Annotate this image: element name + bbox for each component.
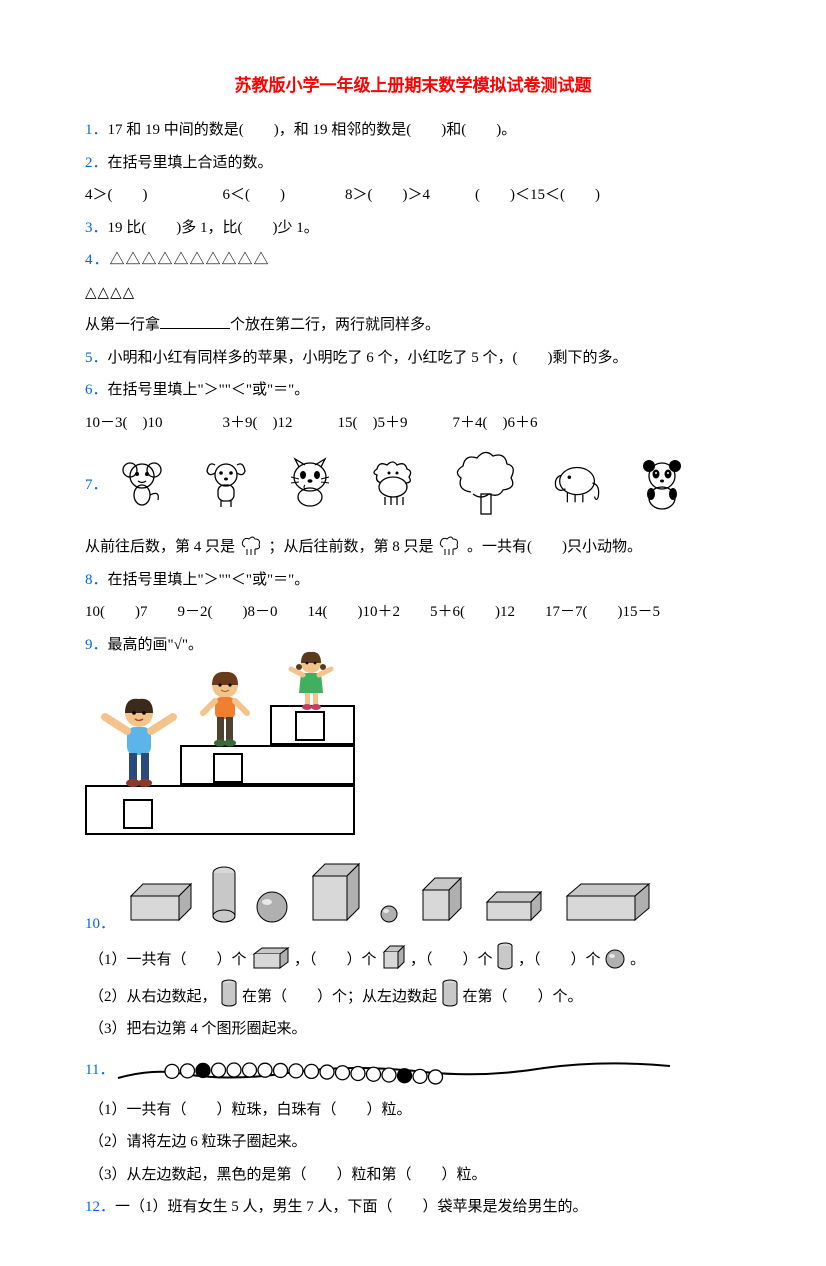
q3-text: 19 比( )多 1，比( )少 1。: [108, 220, 319, 236]
q10-sub1-c: ，（ ）个: [410, 952, 493, 968]
inline-cylinder-icon-3: [441, 979, 459, 1007]
q10-sub1-e: 。: [630, 952, 645, 968]
question-5: 5．小明和小红有同样多的苹果，小明吃了 6 个，小红吃了 5 个，( )剩下的多…: [85, 344, 741, 373]
question-11: 11．: [85, 1048, 741, 1092]
q12-number: 12．: [85, 1199, 115, 1215]
q1-number: 1．: [85, 122, 108, 138]
inline-cube-icon: [380, 944, 406, 970]
question-8: 8．在括号里填上"＞""＜"或"＝"。: [85, 566, 741, 595]
q2-row: 4＞( ) 6＜( ) 8＞( )＞4 ( )＜15＜( ): [85, 181, 741, 210]
q11-number: 11．: [85, 1056, 114, 1085]
animals-row: [114, 447, 690, 519]
q4-number: 4．: [85, 252, 110, 268]
dog-icon: [198, 455, 254, 511]
small-sheep-icon-2: [437, 535, 463, 557]
question-12: 12．一（1）班有女生 5 人，男生 7 人，下面（ ）袋苹果是发给男生的。: [85, 1193, 741, 1222]
question-1: 1．17 和 19 中间的数是( )，和 19 相邻的数是( )和( )。: [85, 116, 741, 145]
q10-shapes-row: [123, 862, 651, 924]
q6-number: 6．: [85, 382, 108, 398]
q5-number: 5．: [85, 350, 108, 366]
inline-cylinder-icon: [496, 942, 514, 970]
page-title: 苏教版小学一年级上册期末数学模拟试卷测试题: [85, 70, 741, 102]
cylinder-icon: [211, 866, 237, 924]
q2-number: 2．: [85, 155, 108, 171]
q7-text-a: 从前往后数，第 4 只是: [85, 539, 235, 555]
kid-2: [193, 669, 257, 760]
q4-row1: △△△△△△△△△△: [110, 252, 270, 268]
sheep-icon: [366, 455, 422, 511]
q11-sub2: （2）请将左边 6 粒珠子圈起来。: [89, 1128, 741, 1157]
q8-number: 8．: [85, 572, 108, 588]
panda-icon: [634, 455, 690, 511]
q4-row2: △△△△: [85, 279, 741, 308]
q10-sub1-a: （1）一共有（ ）个: [89, 952, 247, 968]
beads-string-icon: [114, 1048, 674, 1092]
q11-sub1: （1）一共有（ ）粒珠，白珠有（ ）粒。: [89, 1096, 741, 1125]
cube-icon: [417, 876, 463, 924]
q12-text: 一（1）班有女生 5 人，男生 7 人，下面（ ）袋苹果是发给男生的。: [115, 1199, 588, 1215]
q10-sub3: （3）把右边第 4 个图形圈起来。: [89, 1015, 741, 1044]
kid-3: [283, 649, 339, 722]
q5-text: 小明和小红有同样多的苹果，小明吃了 6 个，小红吃了 5 个，( )剩下的多。: [108, 350, 628, 366]
q11-sub3: （3）从左边数起，黑色的是第（ ）粒和第（ ）粒。: [89, 1161, 741, 1190]
question-10: 10．: [85, 854, 741, 938]
q7-text-c: 。一共有( )只小动物。: [467, 539, 642, 555]
small-sphere-icon: [379, 904, 399, 924]
q8-row: 10( )7 9－2( )8－0 14( )10＋2 5＋6( )12 17－7…: [85, 598, 741, 627]
q10-sub2-c: 在第（ ）个。: [463, 989, 583, 1005]
q10-sub1-b: ，（ ）个: [294, 952, 377, 968]
q10-sub1: （1）一共有（ ）个 ，（ ）个 ，（ ）个 ，（ ）个 。: [89, 942, 741, 975]
q1-text: 17 和 19 中间的数是( )，和 19 相邻的数是( )和( )。: [108, 122, 517, 138]
q4-line-b: 个放在第二行，两行就同样多。: [230, 317, 440, 333]
inline-cylinder-icon-2: [220, 979, 238, 1007]
small-sheep-icon: [239, 535, 265, 557]
elephant-icon: [550, 455, 606, 511]
q4-line: 从第一行拿 个放在第二行，两行就同样多。: [85, 311, 741, 340]
q7-number: 7．: [85, 471, 108, 500]
q2-text: 在括号里填上合适的数。: [108, 155, 273, 171]
q10-sub2: （2）从右边数起， 在第（ ）个；从左边数起 在第（ ）个。: [89, 979, 741, 1012]
q9-text: 最高的画"√"。: [108, 637, 203, 653]
check-box-1[interactable]: [123, 799, 153, 829]
sphere-icon: [255, 890, 289, 924]
q4-line-a: 从第一行拿: [85, 317, 160, 333]
question-3: 3．19 比( )多 1，比( )少 1。: [85, 214, 741, 243]
q10-number: 10．: [85, 910, 115, 939]
question-7: 7．: [85, 441, 741, 529]
cuboid-tall-icon: [307, 862, 361, 924]
q7-text: 从前往后数，第 4 只是 ；从后往前数，第 8 只是 。一共有( )只小动物。: [85, 533, 741, 562]
q10-sub2-b: 在第（ ）个；从左边数起: [242, 989, 437, 1005]
q7-text-b: ；从后往前数，第 8 只是: [269, 539, 434, 555]
question-9: 9．最高的画"√"。: [85, 631, 741, 660]
q8-text: 在括号里填上"＞""＜"或"＝"。: [108, 572, 310, 588]
q3-number: 3．: [85, 220, 108, 236]
cat-icon: [282, 455, 338, 511]
question-4: 4．△△△△△△△△△△: [85, 246, 741, 275]
long-cuboid-icon: [481, 890, 543, 924]
kid-1: [99, 695, 179, 801]
cuboid-icon: [123, 880, 193, 924]
q10-sub1-d: ，（ ）个: [518, 952, 601, 968]
q6-row: 10－3( )10 3＋9( )12 15( )5＋9 7＋4( )6＋6: [85, 409, 741, 438]
long-cuboid-icon-2: [561, 882, 651, 924]
inline-sphere-icon: [604, 948, 626, 970]
question-2: 2．在括号里填上合适的数。: [85, 149, 741, 178]
question-6: 6．在括号里填上"＞""＜"或"＝"。: [85, 376, 741, 405]
q10-sub2-a: （2）从右边数起，: [89, 989, 217, 1005]
inline-cuboid-icon: [250, 946, 290, 970]
tree-icon: [450, 447, 522, 519]
q6-text: 在括号里填上"＞""＜"或"＝"。: [108, 382, 310, 398]
q4-blank: [160, 314, 230, 329]
q9-number: 9．: [85, 637, 108, 653]
monkey-icon: [114, 455, 170, 511]
q9-illustration: [85, 665, 365, 840]
